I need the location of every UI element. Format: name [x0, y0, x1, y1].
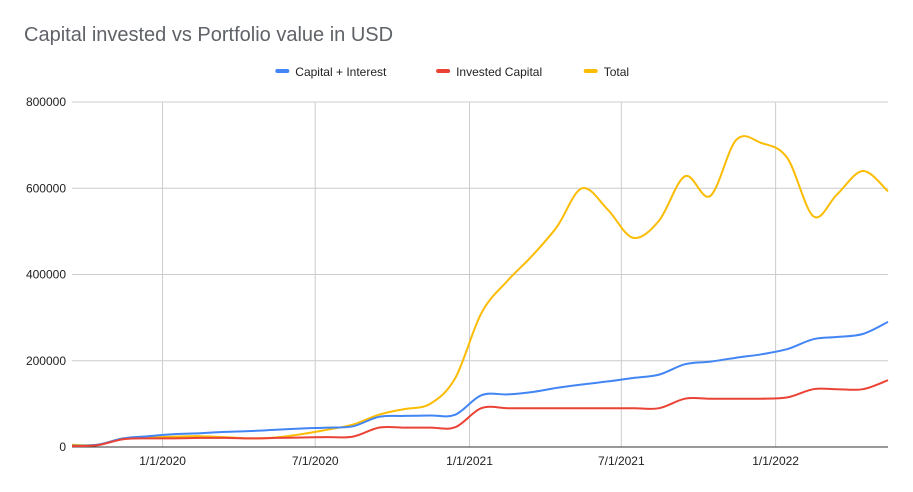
series-lines — [71, 135, 889, 448]
x-tick-label: 1/1/2021 — [446, 454, 493, 468]
axes: 0 200000 400000 600000 800000 1/1/2020 7/1/202… — [26, 95, 888, 468]
legend: Capital + Interest Invested Capital Total — [275, 65, 629, 79]
y-tick-label: 200000 — [26, 354, 66, 368]
y-tick-label: 800000 — [26, 95, 66, 109]
y-tick-label: 0 — [59, 440, 66, 454]
legend-swatch-invested-capital — [436, 69, 451, 73]
legend-label-capital-interest: Capital + Interest — [295, 65, 387, 79]
x-tick-label: 7/1/2021 — [598, 454, 645, 468]
x-tick-label: 7/1/2020 — [292, 454, 339, 468]
grid-lines — [72, 101, 888, 447]
legend-swatch-capital-interest — [275, 69, 290, 73]
legend-label-total: Total — [604, 65, 629, 79]
y-tick-label: 400000 — [26, 268, 66, 282]
series-line-invested-capital — [71, 379, 889, 448]
y-tick-label: 600000 — [26, 181, 66, 195]
chart-title: Capital invested vs Portfolio value in U… — [24, 24, 394, 46]
x-tick-label: 1/1/2022 — [752, 454, 799, 468]
legend-swatch-total — [583, 69, 598, 73]
x-tick-label: 1/1/2020 — [139, 454, 186, 468]
series-line-total — [71, 135, 889, 447]
series-line-capital-interest — [71, 320, 889, 447]
legend-label-invested-capital: Invested Capital — [456, 65, 542, 79]
